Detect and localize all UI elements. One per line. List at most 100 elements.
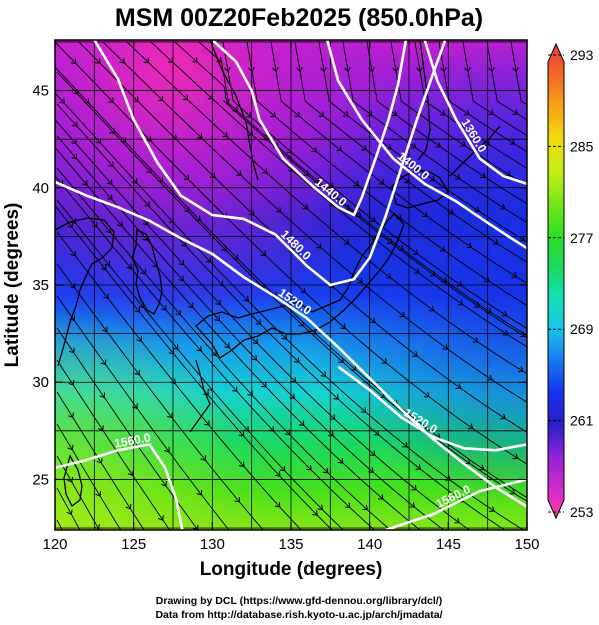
streamline-arrow	[300, 287, 306, 294]
streamline-arrow	[183, 174, 190, 181]
streamline-arrow	[509, 139, 516, 145]
streamline-arrow	[125, 503, 132, 510]
streamline-arrow	[480, 172, 486, 178]
streamline-arrow	[328, 431, 334, 437]
x-tick-label: 130	[200, 536, 225, 553]
streamline-arrow	[203, 390, 209, 396]
streamline-arrow	[248, 66, 255, 73]
streamline	[174, 41, 527, 339]
streamline-arrow	[385, 143, 392, 150]
streamline-arrow	[238, 431, 245, 437]
streamline-arrow	[100, 264, 107, 271]
streamline-arrow	[224, 66, 231, 73]
contour-line	[211, 40, 408, 217]
contour-line	[384, 478, 527, 530]
streamline-arrow	[70, 58, 77, 65]
streamline-arrow	[243, 295, 249, 302]
streamline-arrow	[260, 250, 267, 257]
streamline	[294, 41, 527, 263]
streamline-arrow	[145, 136, 152, 142]
streamline-arrow	[512, 453, 519, 460]
streamline-arrow	[93, 523, 100, 530]
plot-area: 1520.01480.01440.01400.01360.01560.01520…	[55, 40, 527, 530]
streamline-arrow	[108, 161, 114, 168]
streamline-arrow	[293, 357, 300, 363]
colorbar: 253 261 269 277 285 293	[547, 42, 594, 520]
streamline	[462, 41, 527, 137]
streamline-arrow	[232, 386, 238, 393]
y-tick-label: 30	[32, 374, 49, 391]
streamline-arrow	[464, 66, 471, 73]
streamline-arrow	[171, 134, 177, 141]
streamline-arrow	[369, 450, 376, 456]
streamline-arrow	[167, 412, 173, 419]
contour-line	[423, 40, 527, 186]
coastline-kurils	[449, 125, 501, 177]
streamline-arrow	[512, 109, 519, 115]
streamline-arrow	[439, 245, 446, 252]
streamline-arrow	[328, 182, 334, 188]
streamline-arrow	[351, 365, 357, 371]
streamline-arrow	[251, 354, 258, 361]
streamline-arrow	[67, 444, 74, 451]
streamline-arrow	[180, 241, 187, 247]
streamline-arrow	[333, 394, 339, 400]
streamline-arrow	[442, 344, 449, 350]
streamline-arrow	[188, 302, 194, 309]
streamline	[222, 41, 527, 330]
streamline	[486, 41, 527, 121]
streamline-arrow	[103, 293, 109, 300]
streamline-arrow	[484, 140, 491, 146]
streamline-arrow	[519, 235, 526, 242]
streamline-arrow	[342, 111, 349, 117]
streamline-arrow	[70, 218, 77, 225]
streamline-arrow	[322, 467, 329, 474]
x-tick-label: 150	[514, 536, 539, 553]
streamline-arrow	[169, 378, 176, 385]
height-contours	[55, 40, 527, 530]
streamline-arrow	[68, 380, 75, 386]
streamline-arrow	[270, 111, 277, 118]
streamline-arrow	[274, 501, 281, 508]
streamline-arrow	[412, 249, 419, 255]
streamline-arrow	[144, 201, 150, 208]
streamline	[56, 231, 302, 530]
streamline-arrow	[486, 374, 493, 381]
streamline-arrow	[472, 336, 479, 343]
streamline-arrow	[369, 317, 376, 324]
streamline	[55, 41, 527, 465]
streamline-arrow	[158, 95, 164, 102]
streamline-arrow	[414, 268, 420, 274]
streamline-arrow	[272, 66, 279, 73]
streamline-arrow	[336, 145, 343, 152]
streamline-arrow	[392, 66, 399, 73]
streamline	[55, 175, 376, 530]
streamline-arrow	[196, 490, 203, 496]
streamline-arrow	[306, 464, 312, 471]
streamline-arrow	[178, 259, 185, 266]
streamline-arrow	[340, 323, 347, 329]
y-axis-label: Latitude (degrees)	[2, 203, 23, 368]
streamline-arrow	[367, 110, 373, 117]
streamline-arrow	[134, 306, 141, 313]
coastline-japan	[195, 213, 405, 359]
streamline	[102, 41, 527, 403]
streamline-arrow	[370, 216, 376, 222]
streamline-arrow	[117, 221, 123, 227]
streamline-arrow	[143, 57, 150, 64]
streamline-arrow	[107, 194, 113, 201]
streamline-arrow	[161, 480, 167, 487]
streamline-arrow	[127, 470, 134, 477]
colorbar-ticks: 253 261 269 277 285 293	[548, 47, 594, 520]
streamline-arrow	[126, 263, 132, 270]
streamline-arrow	[96, 458, 103, 464]
streamline-arrow	[396, 213, 402, 220]
streamline-arrow	[132, 403, 138, 410]
streamline	[342, 41, 527, 224]
streamline-arrow	[399, 311, 406, 318]
streamline-arrow	[133, 96, 139, 103]
streamline-arrow	[68, 347, 75, 354]
streamline	[318, 41, 527, 243]
streamline-arrow	[95, 58, 101, 64]
streamline-arrow	[59, 98, 65, 104]
